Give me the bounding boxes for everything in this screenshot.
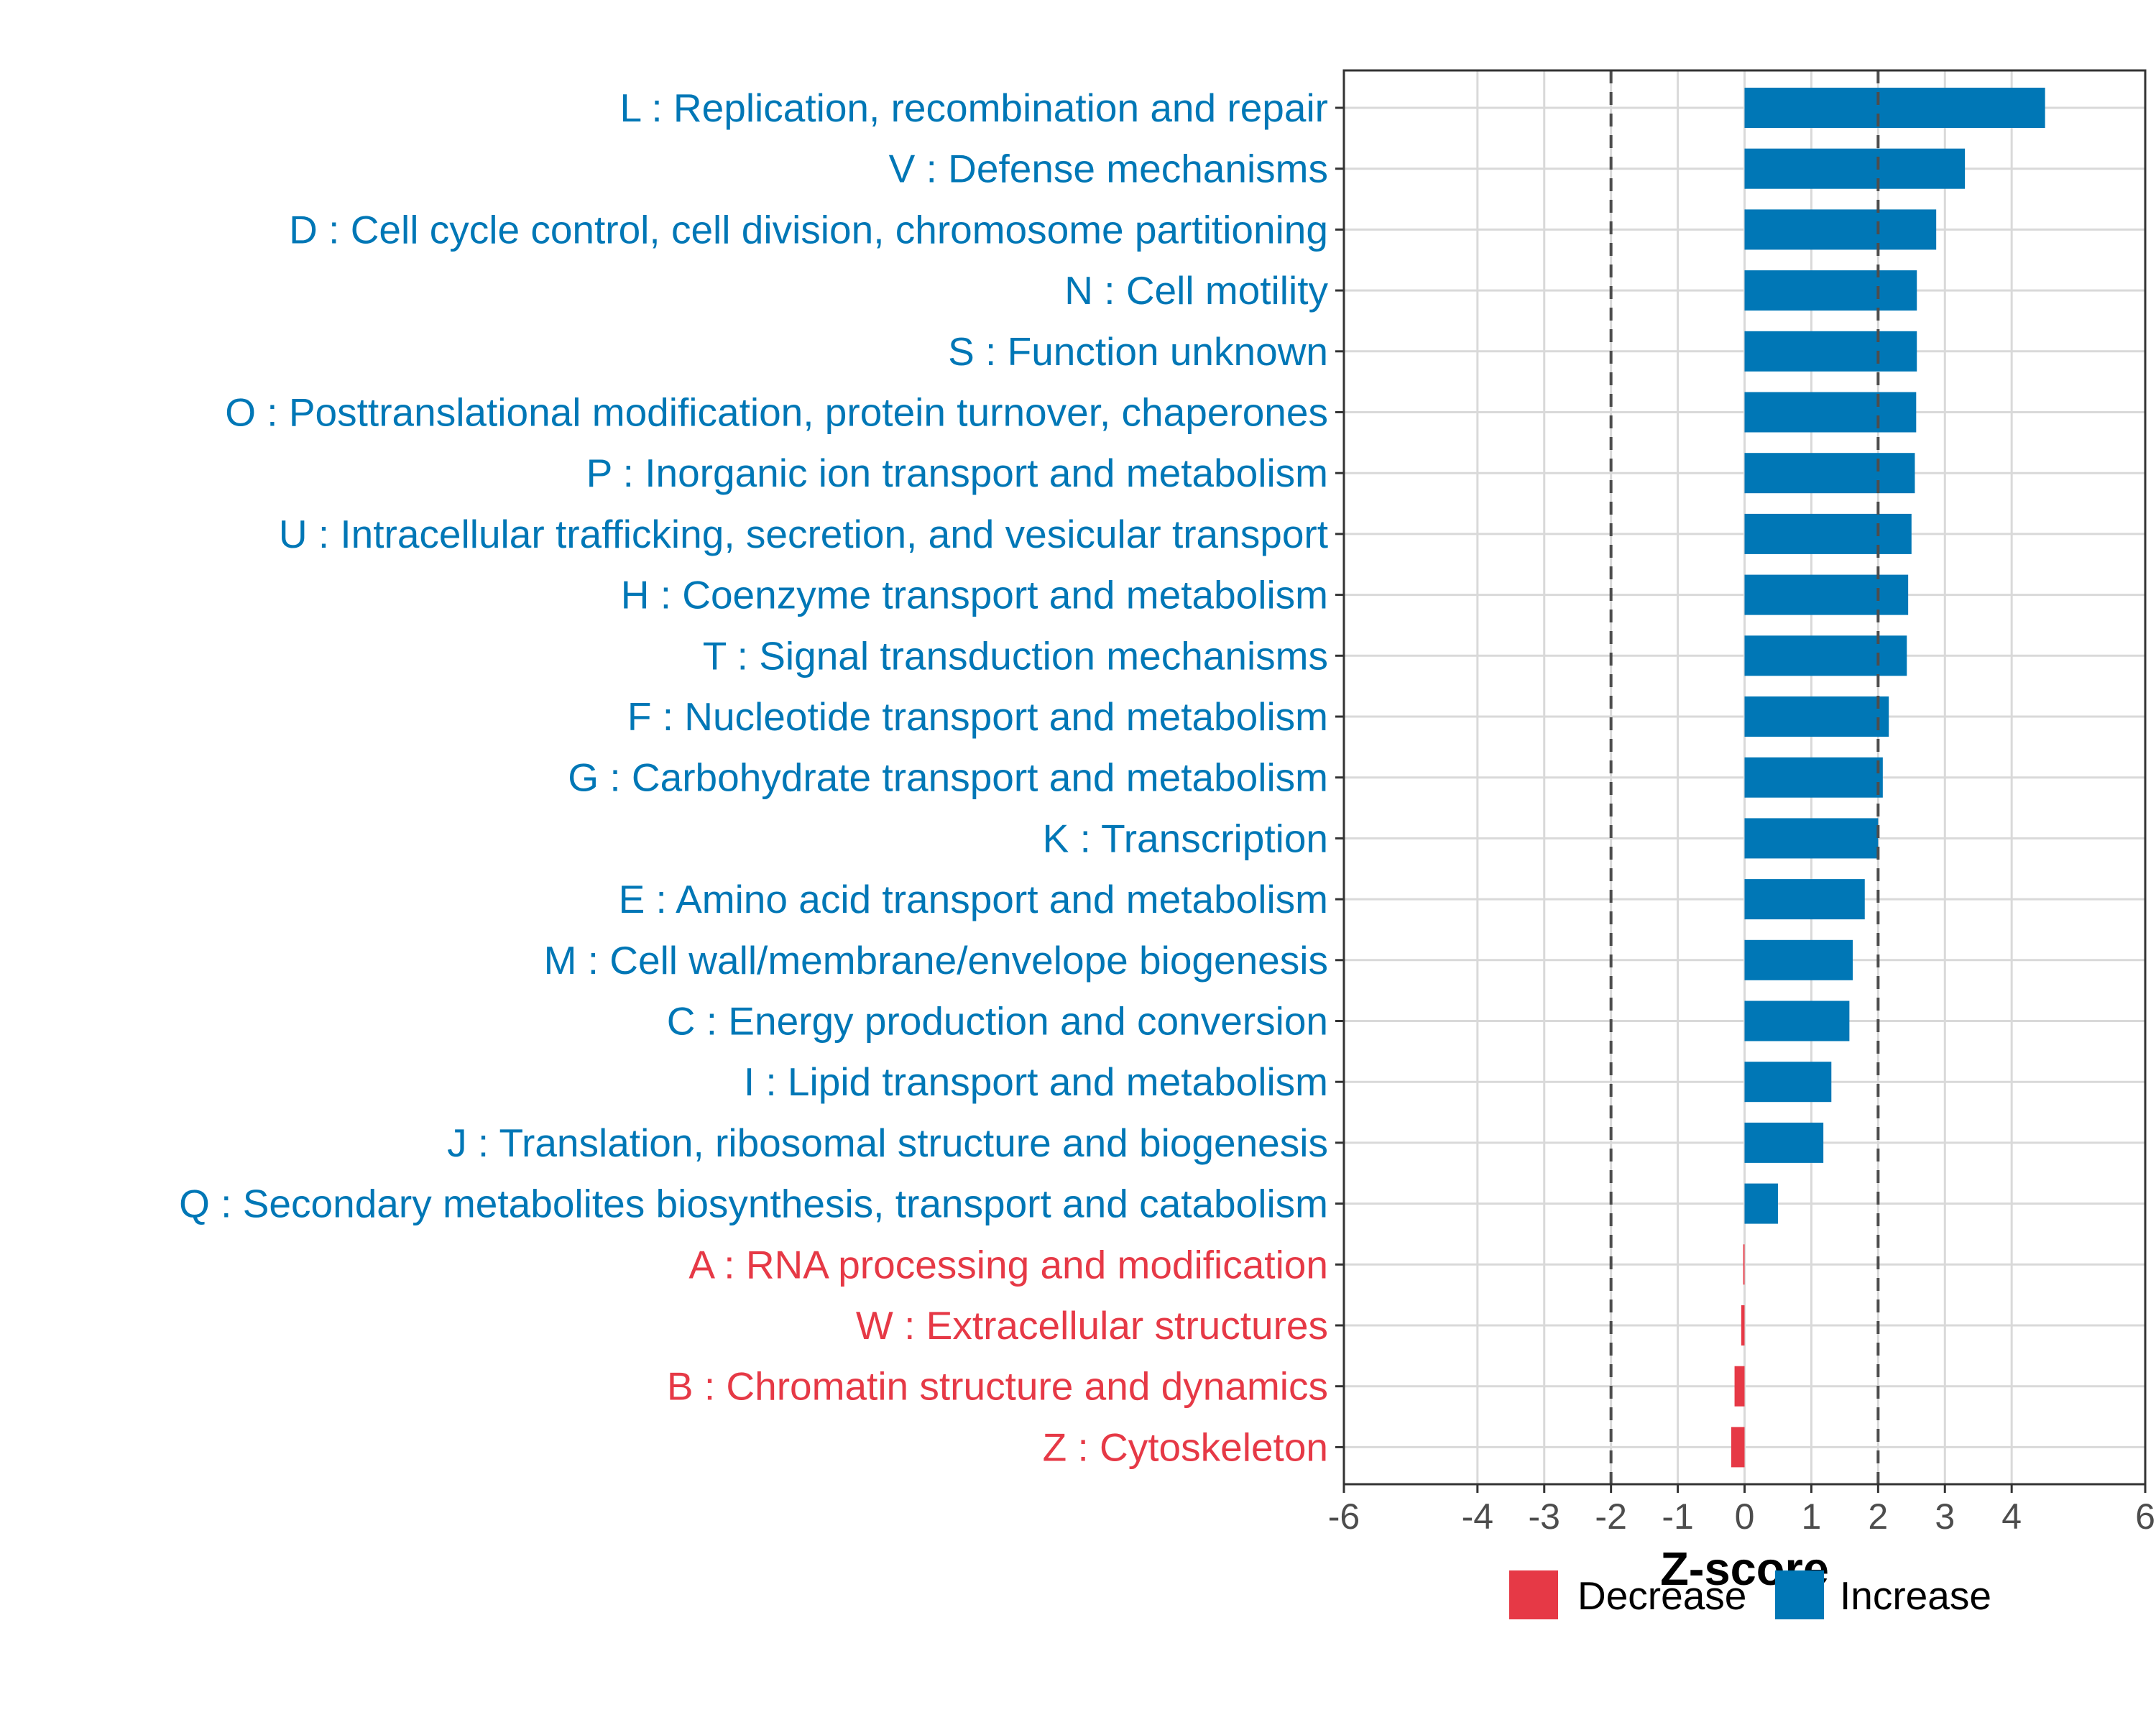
category-labels: L : Replication, recombination and repai… — [179, 86, 1344, 1469]
category-label: C : Energy production and conversion — [667, 999, 1328, 1044]
bar — [1734, 1366, 1745, 1407]
category-label: A : RNA processing and modification — [688, 1242, 1328, 1287]
legend-label-increase: Increase — [1840, 1573, 1991, 1618]
bar — [1744, 574, 1909, 615]
x-tick-label: 2 — [1868, 1496, 1888, 1537]
bar — [1741, 1305, 1745, 1346]
x-tick-label: 1 — [1802, 1496, 1822, 1537]
bar — [1744, 1183, 1778, 1224]
x-tick-label: 3 — [1935, 1496, 1955, 1537]
bar — [1744, 1000, 1850, 1041]
x-axis-ticks: -6 -4 -3 -2 -1 0 1 2 3 4 6 — [1328, 1484, 2155, 1537]
bar — [1744, 270, 1917, 311]
category-label: V : Defense mechanisms — [889, 147, 1328, 191]
x-tick-label: 0 — [1735, 1496, 1755, 1537]
category-label: G : Carbohydrate transport and metabolis… — [568, 755, 1328, 800]
x-tick-label: 4 — [2001, 1496, 2022, 1537]
x-tick-label: -6 — [1328, 1496, 1360, 1537]
bar — [1744, 148, 1966, 189]
x-tick-label: -1 — [1662, 1496, 1693, 1537]
x-tick-label: 6 — [2135, 1496, 2155, 1537]
bar — [1744, 635, 1907, 676]
bar — [1731, 1427, 1745, 1468]
category-label: S : Function unknown — [948, 329, 1328, 374]
bar — [1744, 209, 1937, 250]
bar — [1744, 696, 1889, 737]
x-tick-label: -3 — [1529, 1496, 1560, 1537]
category-label: D : Cell cycle control, cell division, c… — [289, 207, 1328, 252]
category-label: U : Intracellular trafficking, secretion… — [279, 512, 1328, 556]
legend-label-decrease: Decrease — [1577, 1573, 1746, 1618]
category-label: H : Coenzyme transport and metabolism — [621, 573, 1328, 617]
bar — [1744, 88, 2045, 128]
legend-swatch-increase — [1775, 1570, 1824, 1619]
category-label: J : Translation, ribosomal structure and… — [447, 1121, 1328, 1165]
category-label: I : Lipid transport and metabolism — [744, 1059, 1328, 1104]
bar — [1744, 1062, 1832, 1103]
category-label: Z : Cytoskeleton — [1043, 1425, 1328, 1469]
category-label: B : Chromatin structure and dynamics — [667, 1364, 1328, 1409]
category-label: P : Inorganic ion transport and metaboli… — [586, 451, 1328, 495]
category-label: O : Posttranslational modification, prot… — [225, 390, 1328, 435]
bar — [1744, 939, 1853, 980]
bar — [1744, 1122, 1824, 1163]
bar — [1744, 818, 1879, 859]
bar — [1744, 513, 1912, 554]
bar — [1743, 1244, 1745, 1285]
category-label: T : Signal transduction mechanisms — [703, 633, 1328, 678]
category-label: E : Amino acid transport and metabolism — [619, 877, 1328, 921]
bar — [1744, 879, 1865, 920]
category-label: M : Cell wall/membrane/envelope biogenes… — [544, 938, 1328, 983]
legend-swatch-decrease — [1509, 1570, 1558, 1619]
category-label: W : Extracellular structures — [856, 1303, 1328, 1348]
x-tick-label: -4 — [1462, 1496, 1493, 1537]
category-label: K : Transcription — [1043, 816, 1328, 860]
legend: Decrease Increase — [1509, 1570, 1991, 1619]
category-label: Q : Secondary metabolites biosynthesis, … — [179, 1182, 1328, 1226]
category-label: F : Nucleotide transport and metabolism — [627, 694, 1328, 739]
category-label: L : Replication, recombination and repai… — [620, 86, 1328, 130]
category-label: N : Cell motility — [1064, 268, 1328, 313]
bar — [1744, 331, 1917, 372]
bar — [1744, 392, 1917, 433]
bar — [1744, 757, 1883, 798]
bar — [1744, 453, 1915, 494]
x-tick-label: -2 — [1595, 1496, 1626, 1537]
bars — [1731, 88, 2045, 1468]
